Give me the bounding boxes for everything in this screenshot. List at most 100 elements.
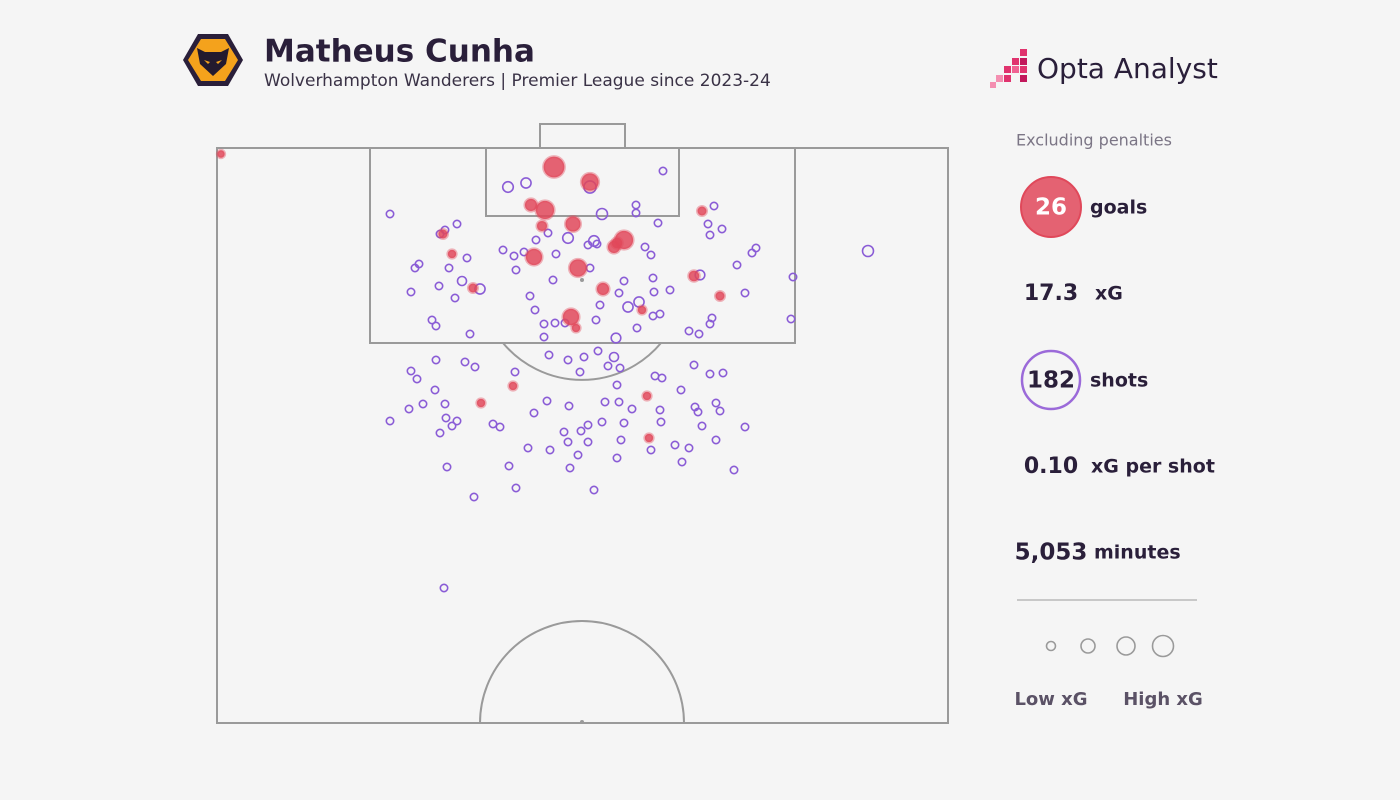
shot [561, 231, 575, 245]
shot [633, 296, 645, 308]
shot [711, 398, 721, 408]
goal-shot [641, 390, 653, 402]
shot [442, 462, 452, 472]
shot [751, 243, 761, 253]
shot [431, 321, 441, 331]
shot [646, 250, 656, 260]
shot [525, 291, 535, 301]
shot [684, 326, 694, 336]
shot [595, 300, 605, 310]
shot [631, 200, 641, 210]
shot [385, 416, 395, 426]
subtitle: Wolverhampton Wanderers | Premier League… [264, 71, 771, 91]
goal-shot [542, 155, 566, 179]
shot [597, 417, 607, 427]
brand-name: Opta Analyst [1037, 52, 1218, 85]
shot [435, 428, 445, 438]
stat-value: 17.3 [1024, 281, 1078, 306]
shot [550, 318, 560, 328]
shot [665, 285, 675, 295]
stat-value: 182 [1027, 368, 1075, 394]
shot [545, 445, 555, 455]
shot [788, 272, 798, 282]
goal-shot [636, 304, 648, 316]
shot [539, 319, 549, 329]
shot [564, 401, 574, 411]
shot [619, 418, 629, 428]
shot [600, 397, 610, 407]
stat-value: 5,053 [1015, 540, 1088, 566]
shot [452, 416, 462, 426]
shot [498, 245, 508, 255]
shot [530, 305, 540, 315]
shot [612, 453, 622, 463]
goal-shot [535, 219, 549, 233]
shots [215, 148, 875, 593]
goal-shot [643, 432, 655, 444]
goal-shot [466, 281, 480, 295]
shot [573, 450, 583, 460]
shot [655, 309, 665, 319]
shot [511, 483, 521, 493]
shot [439, 583, 449, 593]
shot [703, 219, 713, 229]
shot [462, 253, 472, 263]
shot [444, 263, 454, 273]
shot [542, 396, 552, 406]
stats-panel: Excluding penalties 26 goals 17.3 xG 182… [1014, 131, 1214, 711]
shot [583, 437, 593, 447]
goal-shot [695, 204, 709, 218]
shot [740, 288, 750, 298]
shot [694, 329, 704, 339]
shot [504, 461, 514, 471]
shot [460, 357, 470, 367]
goal-shot [563, 214, 583, 234]
shot [563, 437, 573, 447]
shot [551, 249, 561, 259]
shot [717, 224, 727, 234]
shot [676, 385, 686, 395]
shot [450, 293, 460, 303]
goal-shot [507, 380, 519, 392]
stat-label: shots [1090, 370, 1148, 392]
shot [649, 287, 659, 297]
brand-logo: Opta Analyst [990, 49, 1218, 88]
shot [657, 373, 667, 383]
shot [595, 207, 609, 221]
shot [677, 457, 687, 467]
goal-shot [436, 227, 450, 241]
shot [593, 346, 603, 356]
shot [465, 329, 475, 339]
goal-shot [570, 322, 582, 334]
shot [431, 355, 441, 365]
shot [612, 380, 622, 390]
shot [616, 435, 626, 445]
shot [511, 265, 521, 275]
shot [705, 230, 715, 240]
shot [670, 440, 680, 450]
shot [786, 314, 796, 324]
shot [697, 421, 707, 431]
goal-shot [610, 236, 624, 250]
shot [693, 407, 703, 417]
shot [627, 404, 637, 414]
shot [544, 350, 554, 360]
shot [509, 251, 519, 261]
shot [456, 275, 468, 287]
shot [565, 463, 575, 473]
shot [608, 351, 620, 363]
shot [523, 443, 533, 453]
goal-shot [579, 171, 601, 193]
shot [589, 485, 599, 495]
shot [715, 406, 725, 416]
goal-shot [524, 247, 544, 267]
shot [406, 366, 416, 376]
shot [501, 180, 515, 194]
shot [653, 218, 663, 228]
shot [510, 367, 520, 377]
shot [576, 426, 586, 436]
shot [592, 239, 602, 249]
shot [559, 427, 569, 437]
shot [418, 399, 428, 409]
